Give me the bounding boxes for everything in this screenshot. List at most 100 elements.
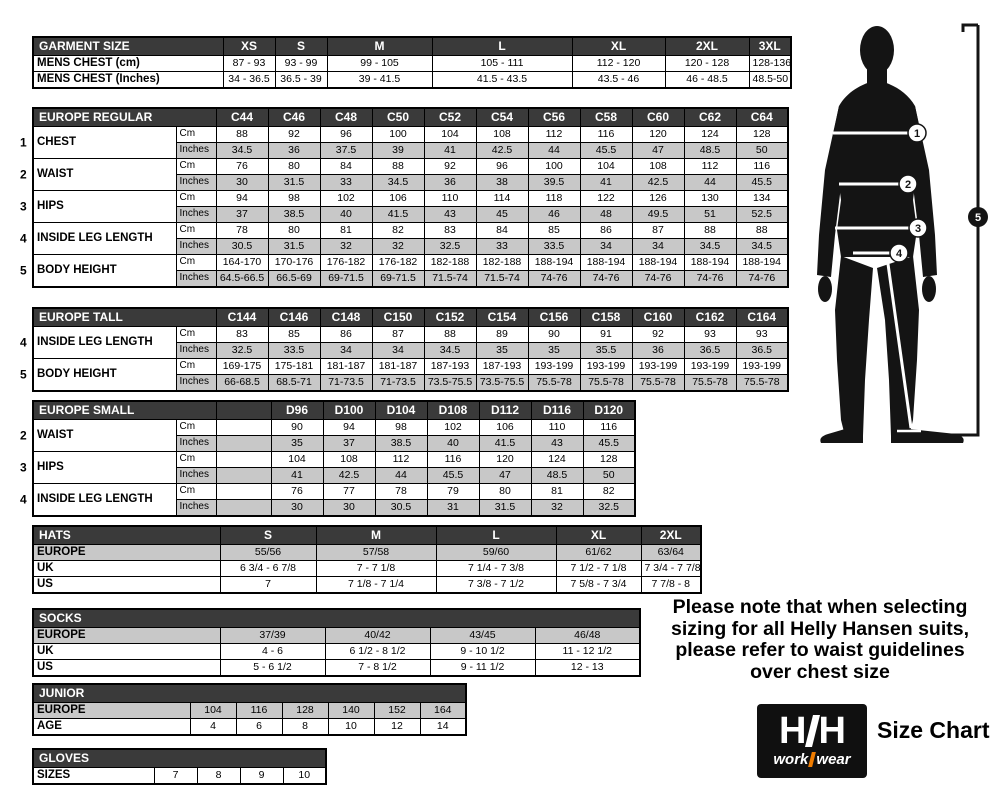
size-value-cell: 71-73.5 [371, 374, 425, 392]
size-value-cell: 30.5 [374, 499, 428, 517]
size-value-cell: 10 [327, 718, 375, 736]
size-value-cell: 128 [281, 702, 329, 719]
size-value-cell: 42.5 [475, 142, 529, 159]
size-value-cell: 74-76 [683, 270, 737, 288]
size-value-cell: 75.5-78 [735, 374, 789, 392]
size-column-header: D108 [426, 400, 480, 420]
size-value-cell: 116 [735, 158, 789, 175]
size-value-cell: 175-181 [267, 358, 321, 375]
size-value-cell: 32 [319, 238, 373, 255]
size-value-cell: 76 [270, 483, 324, 500]
size-column-header: C52 [423, 107, 477, 127]
unit-label: Inches [175, 142, 217, 159]
size-column-header: C62 [683, 107, 737, 127]
size-value-cell: 10 [282, 767, 327, 785]
size-value-cell: 31 [426, 499, 480, 517]
size-value-cell: 42.5 [631, 174, 685, 191]
logo-h-right: H [818, 710, 846, 752]
size-value-cell: 90 [270, 419, 324, 436]
size-value-cell: 7 3/4 - 7 7/8 [640, 560, 702, 577]
measurement-number: 3 [20, 460, 27, 475]
measurement-label: 1 CHEST [20, 126, 177, 159]
size-value-cell: 38.5 [374, 435, 428, 452]
size-value-cell: 43/45 [429, 627, 536, 644]
size-value-cell: 69-71.5 [371, 270, 425, 288]
size-value-cell: 37/39 [219, 627, 326, 644]
size-value-cell: 14 [419, 718, 467, 736]
size-value-cell: 7 1/2 - 7 1/8 [555, 560, 642, 577]
size-value-cell: 46/48 [534, 627, 641, 644]
size-value-cell: 106 [371, 190, 425, 207]
size-value-cell: 94 [322, 419, 376, 436]
gloves-grid: GLOVES SIZES 7 8 9 10 [32, 748, 328, 785]
measurement-name: HIPS [37, 461, 64, 474]
size-value-cell: 43 [423, 206, 477, 223]
size-value-cell: 4 [189, 718, 237, 736]
measurement-number: 2 [20, 428, 27, 443]
size-value-cell: 41 [270, 467, 324, 484]
measurement-number: 4 [20, 335, 27, 350]
size-column-header: C58 [579, 107, 633, 127]
size-value-cell: 34 - 36.5 [222, 71, 276, 89]
size-value-cell: 32 [530, 499, 584, 517]
unit-label: Inches [175, 467, 217, 484]
size-value-cell: 6 [235, 718, 283, 736]
size-value-cell: 82 [582, 483, 636, 500]
unit-label: Inches [175, 342, 217, 359]
size-value-cell: 63/64 [640, 544, 702, 561]
size-value-cell: 193-199 [683, 358, 737, 375]
size-value-cell: 81 [530, 483, 584, 500]
table-title: JUNIOR [32, 683, 467, 703]
size-value-cell: 30 [270, 499, 324, 517]
size-value-cell: 9 [239, 767, 284, 785]
measurement-name: CHEST [37, 136, 76, 149]
size-column-header: D104 [374, 400, 428, 420]
size-column-header: XL [555, 525, 642, 545]
measurement-name: BODY HEIGHT [37, 264, 117, 277]
size-value-cell: 41.5 - 43.5 [431, 71, 573, 89]
europe-regular-grid: EUROPE REGULAR C44 C46 C48 C50 C52 C54 C56 C58 C6… [20, 107, 789, 288]
size-value-cell: 93 [683, 326, 737, 343]
size-column-header: C156 [527, 307, 581, 327]
table-title: SOCKS [32, 608, 641, 628]
size-value-cell: 41 [579, 174, 633, 191]
workwear-wordmark: work wear [773, 751, 850, 768]
size-value-cell: 75.5-78 [579, 374, 633, 392]
size-value-cell: 75.5-78 [683, 374, 737, 392]
row-label: US [32, 576, 221, 594]
size-value-cell: 45.5 [582, 435, 636, 452]
size-value-cell: 75.5-78 [527, 374, 581, 392]
size-value-cell: 7 1/4 - 7 3/8 [435, 560, 557, 577]
unit-label: Inches [175, 206, 217, 223]
size-value-cell: 98 [374, 419, 428, 436]
size-value-cell: 193-199 [527, 358, 581, 375]
size-value-cell: 74-76 [527, 270, 581, 288]
size-value-cell: 34.5 [215, 142, 269, 159]
size-value-cell: 99 - 105 [326, 55, 433, 72]
size-value-cell: 110 [423, 190, 477, 207]
size-value-cell: 188-194 [527, 254, 581, 271]
europe-small-grid: EUROPE SMALL D96 D100 D104 D108 D112 D116 D120 2… [20, 400, 636, 517]
size-value-cell: 30 [322, 499, 376, 517]
size-value-cell: 34 [631, 238, 685, 255]
workwear-word-left: work [773, 751, 809, 768]
size-value-cell: 35 [475, 342, 529, 359]
measurement-label: 3 HIPS [20, 451, 177, 484]
size-value-cell: 81 [319, 222, 373, 239]
size-value-cell: 78 [374, 483, 428, 500]
size-value-cell: 188-194 [735, 254, 789, 271]
svg-text:1: 1 [914, 128, 920, 140]
size-value-cell: 36.5 [683, 342, 737, 359]
size-value-cell: 68.5-71 [267, 374, 321, 392]
size-value-cell: 176-182 [319, 254, 373, 271]
size-value-cell: 128-136 [748, 55, 792, 72]
size-value-cell: 124 [683, 126, 737, 143]
size-value-cell: 88 [735, 222, 789, 239]
size-value-cell: 73.5-75.5 [423, 374, 477, 392]
size-value-cell: 34 [319, 342, 373, 359]
measurement-name: INSIDE LEG LENGTH [37, 336, 153, 349]
size-value-cell: 41.5 [371, 206, 425, 223]
size-value-cell: 66.5-69 [267, 270, 321, 288]
europe-tall-grid: EUROPE TALL C144 C146 C148 C150 C152 C154 C156 C… [20, 307, 789, 392]
